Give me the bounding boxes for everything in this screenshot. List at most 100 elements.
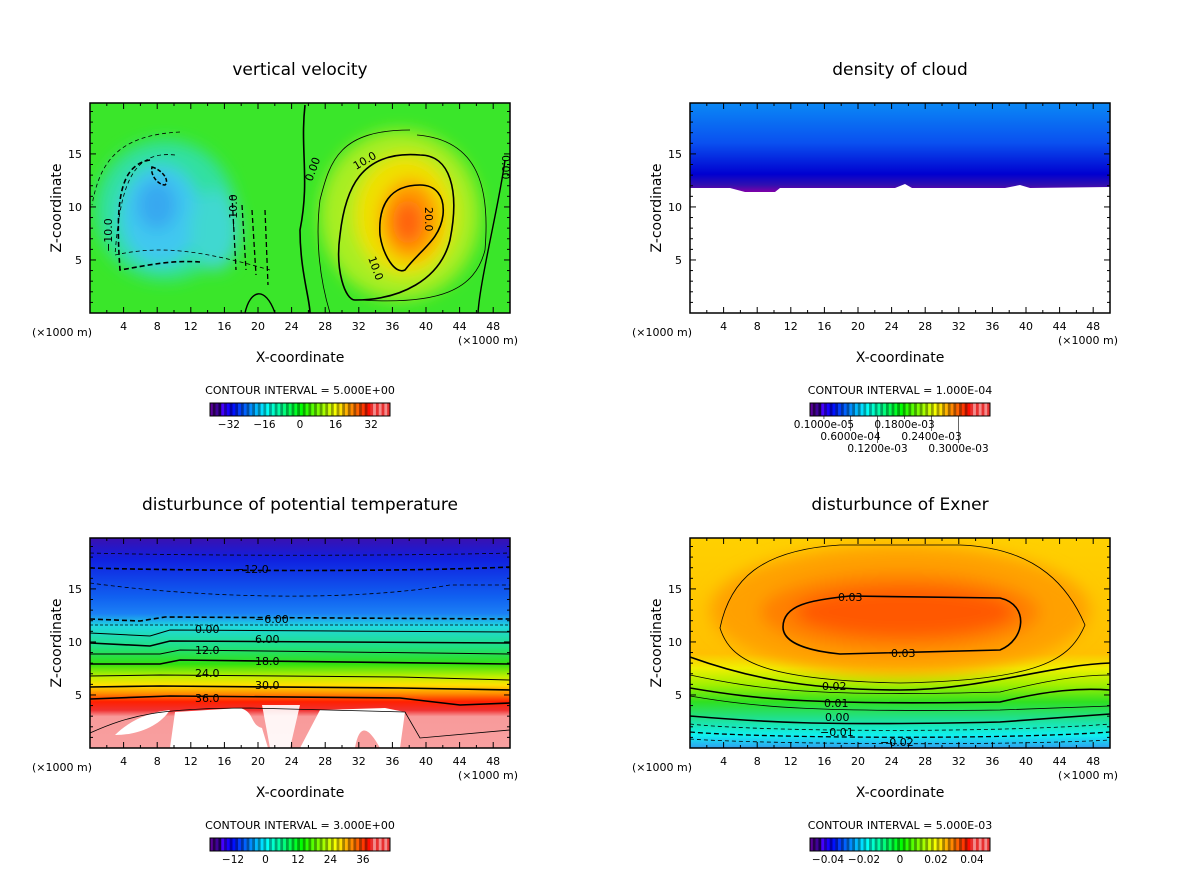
colorbar-stripe [964,403,968,416]
colorbar-stripe [274,838,278,851]
colorbar-stripe [257,838,261,851]
colorbar-stripe [224,838,228,851]
colorbar-stripe [849,403,853,416]
colorbar-stripe [285,838,290,851]
colorbar-tick-label: 0.1800e-03 [874,419,934,431]
contour-label: 0.00 [195,623,220,636]
plot-frame [689,537,1111,749]
colorbar-stripe [235,838,239,851]
x-tick-label: 8 [154,755,161,768]
colorbar-stripe [277,403,281,416]
x-tick-label: 44 [1053,320,1067,333]
colorbar-stripe [900,838,904,851]
y-tick-label: 10 [668,636,682,649]
colorbar-stripe [900,403,904,416]
x-unit-left: (×1000 m) [32,761,92,774]
colorbar-stripe [280,838,284,851]
colorbar-stripe [319,838,323,851]
contour-interval: CONTOUR INTERVAL = 5.000E-03 [808,819,992,832]
colorbar-stripe [905,838,909,851]
colorbar-stripe [950,403,954,416]
contour-label: 0.03 [891,647,916,660]
x-tick-label: 48 [486,755,500,768]
colorbar-tick-label: 0 [897,854,904,866]
colorbar-stripe [240,838,245,851]
x-tick-label: 28 [918,755,932,768]
colorbar-stripe [215,403,219,416]
colorbar-stripe [942,838,946,851]
colorbar-stripe [914,838,918,851]
x-tick-label: 36 [385,755,399,768]
colorbar-stripe [933,838,937,851]
colorbar-stripe [384,403,388,416]
colorbar-stripe [274,403,278,416]
colorbar-tick-label: −0.04 [812,854,844,866]
colorbar-stripe [883,403,887,416]
contour-label: 30.0 [255,679,280,692]
colorbar-tick-label: 16 [329,419,343,431]
colorbar-stripe [821,838,825,851]
colorbar-stripe [975,403,980,416]
colorbar-stripe [930,838,935,851]
colorbar: 0.1000e-050.6000e-040.1200e-03 0.1800e-03… [794,402,991,455]
colorbar-stripe [373,403,377,416]
colorbar-stripe [874,838,878,851]
colorbar-stripe [291,838,295,851]
colorbar-tick-label: 12 [291,854,304,866]
colorbar-stripe [855,838,859,851]
colorbar-tick-label: −16 [253,419,275,431]
x-tick-label: 12 [184,755,198,768]
colorbar-stripe [359,403,363,416]
contour-label: 0.01 [824,697,849,710]
x-tick-label: 16 [217,755,231,768]
plot-frame [689,102,1111,314]
colorbar-stripe [294,403,298,416]
colorbar-stripe [246,838,250,851]
x-tick-label: 40 [1019,755,1033,768]
y-tick-label: 10 [68,201,82,214]
colorbar-stripe [218,838,222,851]
colorbar-stripe [849,838,853,851]
colorbar-stripe [226,403,230,416]
colorbar-stripe [387,403,391,416]
x-tick-label: 20 [251,755,265,768]
x-unit-right: (×1000 m) [458,769,518,782]
colorbar-stripe [857,838,861,851]
colorbar-stripe [210,838,214,851]
colorbar-stripe [316,403,320,416]
colorbar-stripe [832,838,836,851]
colorbar-stripe [919,403,923,416]
colorbar-stripe [328,403,332,416]
contour-label: −12.0 [235,563,269,576]
contour-label: −0.02 [880,736,914,749]
colorbar-stripe [367,403,371,416]
potential-temperature-field: −12.0 −6.00 0.00 6.00 12.0 18.0 24.0 30.… [90,538,510,748]
y-tick-label: 15 [68,583,82,596]
x-tick-label: 32 [352,320,366,333]
colorbar-stripe [342,838,346,851]
plot-frame [89,537,511,749]
colorbar-stripe [860,838,864,851]
x-tick-label: 24 [285,755,299,768]
colorbar-stripe [871,403,875,416]
colorbar-stripe [339,838,343,851]
x-tick-label: 20 [851,755,865,768]
colorbar-stripe [269,403,273,416]
colorbar-stripe [852,403,856,416]
colorbar-stripe [308,403,312,416]
y-axis-label: Z-coordinate [49,163,65,252]
x-tick-label: 20 [251,320,265,333]
colorbar-stripe [880,403,884,416]
contour-label: −10.0 [102,218,115,252]
colorbar-stripe [375,838,380,851]
colorbar-stripe [812,403,816,416]
contour-label: −6.00 [255,613,289,626]
colorbar-stripe [959,838,963,851]
colorbar-stripe [815,403,819,416]
colorbar-stripe [325,403,329,416]
colorbar-stripe [350,838,354,851]
colorbar-stripe [832,403,836,416]
